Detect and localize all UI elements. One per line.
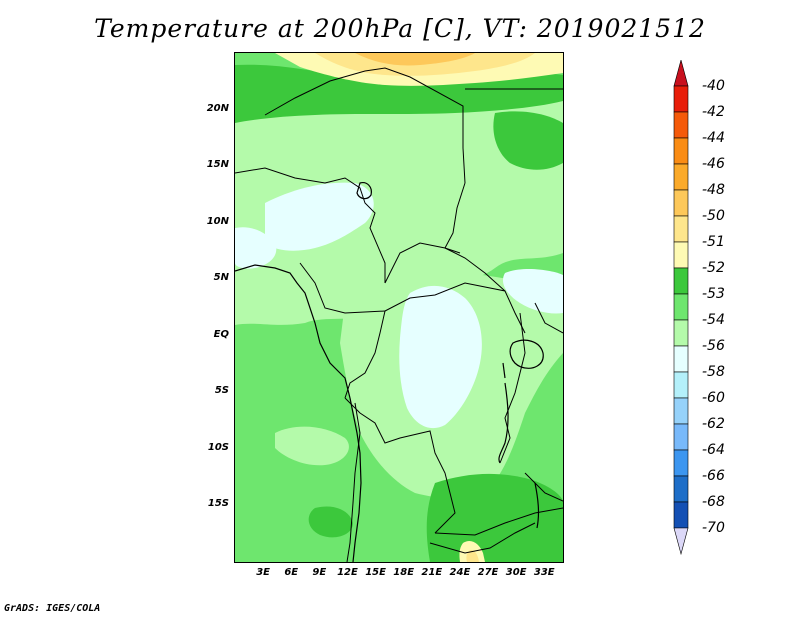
field-band-50-south xyxy=(466,550,479,562)
border-zambia-south xyxy=(429,522,536,554)
colorbar-level-label: -70 xyxy=(702,520,725,536)
colorbar-level-label: -62 xyxy=(702,416,725,432)
lat-tick-label: 15N xyxy=(206,159,229,171)
colorbar-level-label: -60 xyxy=(702,390,725,406)
border-cameroon xyxy=(299,262,386,314)
field-band-52-east xyxy=(493,111,563,170)
field-band-54-south xyxy=(275,426,349,466)
colorbar-swatch xyxy=(673,423,689,451)
lat-tick-label: 10N xyxy=(206,215,229,227)
colorbar-level-label: -44 xyxy=(702,130,725,146)
colorbar-level-label: -46 xyxy=(702,156,725,172)
country-borders xyxy=(235,67,563,562)
map-frame xyxy=(235,53,563,562)
colorbar-level-label: -42 xyxy=(702,104,725,120)
field-band-48-north xyxy=(355,53,475,66)
lat-tick-label: 5S xyxy=(214,385,229,397)
lon-tick-label: 9E xyxy=(312,567,327,578)
colorbar-swatch xyxy=(673,85,689,113)
lat-tick-label: 5N xyxy=(213,272,229,284)
lon-tick-label: 6E xyxy=(284,567,299,578)
border-congo xyxy=(344,310,386,399)
border-car xyxy=(384,242,506,292)
field-band-52-south xyxy=(426,473,563,562)
map-border xyxy=(234,52,564,563)
coast-west-africa xyxy=(349,397,362,562)
border-angola xyxy=(344,397,456,534)
colorbar-level-label: -66 xyxy=(702,468,725,484)
colorbar-swatch xyxy=(673,371,689,399)
border-east xyxy=(534,302,563,334)
lake-kivu xyxy=(502,362,506,379)
border-angola-west xyxy=(346,402,361,562)
colorbar-swatch xyxy=(673,189,689,217)
coastlines xyxy=(235,182,544,562)
colorbar-swatch xyxy=(673,241,689,269)
colorbar-swatch xyxy=(673,267,689,295)
colorbar-swatch xyxy=(673,163,689,191)
colorbar-under-triangle xyxy=(673,527,689,556)
coast-gulf-of-guinea xyxy=(235,264,351,399)
colorbar-level-label: -50 xyxy=(702,208,725,224)
colorbar-level-label: -52 xyxy=(702,260,725,276)
lon-tick-label: 24E xyxy=(449,567,471,578)
lat-tick-label: 10S xyxy=(207,441,229,453)
colorbar-level-label: -58 xyxy=(702,364,725,380)
lon-tick-label: 21E xyxy=(421,567,443,578)
colorbar-level-label: -68 xyxy=(702,494,725,510)
lon-tick-label: 30E xyxy=(505,567,527,578)
lon-tick-label: 18E xyxy=(393,567,415,578)
border-drc-east xyxy=(499,312,526,464)
border-chad-sudan xyxy=(444,182,466,254)
colorbar-level-label: -51 xyxy=(702,234,725,250)
lat-tick-label: 15S xyxy=(207,498,229,510)
lon-tick-label: 12E xyxy=(337,567,358,578)
colorbar-swatch xyxy=(673,137,689,165)
lon-tick-label: 33E xyxy=(533,567,555,578)
border-south-inner xyxy=(524,472,563,502)
lon-tick-label: 3E xyxy=(256,567,270,578)
border-drc xyxy=(384,282,526,334)
colorbar-level-label: -64 xyxy=(702,442,725,458)
field-band-54-north xyxy=(235,89,563,325)
field-band-56-west xyxy=(265,182,374,251)
credit-text: GrADS: IGES/COLA xyxy=(4,603,101,614)
border-zambia xyxy=(434,507,563,536)
colorbar-swatch xyxy=(673,397,689,425)
field-band-52-southwest xyxy=(308,506,353,538)
colorbar-swatch xyxy=(673,293,689,321)
colorbar-level-label: -56 xyxy=(702,338,725,354)
colorbar-swatch xyxy=(673,215,689,243)
colorbar-swatch xyxy=(673,345,689,373)
lake-victoria xyxy=(509,339,544,369)
colorbar-swatch xyxy=(673,111,689,139)
colorbar-level-label: -48 xyxy=(702,182,725,198)
border-nigeria xyxy=(235,167,386,283)
field-band-56-east xyxy=(502,269,563,314)
colorbar xyxy=(673,60,689,556)
colorbar-swatch xyxy=(673,319,689,347)
colorbar-over-triangle xyxy=(673,60,689,87)
lon-tick-label: 15E xyxy=(365,567,386,578)
lat-tick-label: EQ xyxy=(213,328,229,340)
lake-malawi xyxy=(534,482,540,529)
colorbar-level-label: -53 xyxy=(702,286,725,302)
colorbar-swatch xyxy=(673,449,689,477)
lake-chad xyxy=(356,182,372,200)
lon-tick-label: 27E xyxy=(477,567,499,578)
field-band-56-west-lower xyxy=(235,227,277,269)
lat-tick-label: 20N xyxy=(206,102,229,114)
border-north xyxy=(264,67,466,184)
map-title: Temperature at 200hPa [C], VT: 201902151… xyxy=(94,14,706,43)
colorbar-swatch xyxy=(673,475,689,503)
lake-tanganyika xyxy=(498,382,509,464)
colorbar-swatch xyxy=(673,501,689,529)
colorbar-level-label: -54 xyxy=(702,312,725,328)
temperature-map xyxy=(235,53,563,562)
field-band-56-center xyxy=(399,285,482,429)
colorbar-level-label: -40 xyxy=(702,78,725,94)
